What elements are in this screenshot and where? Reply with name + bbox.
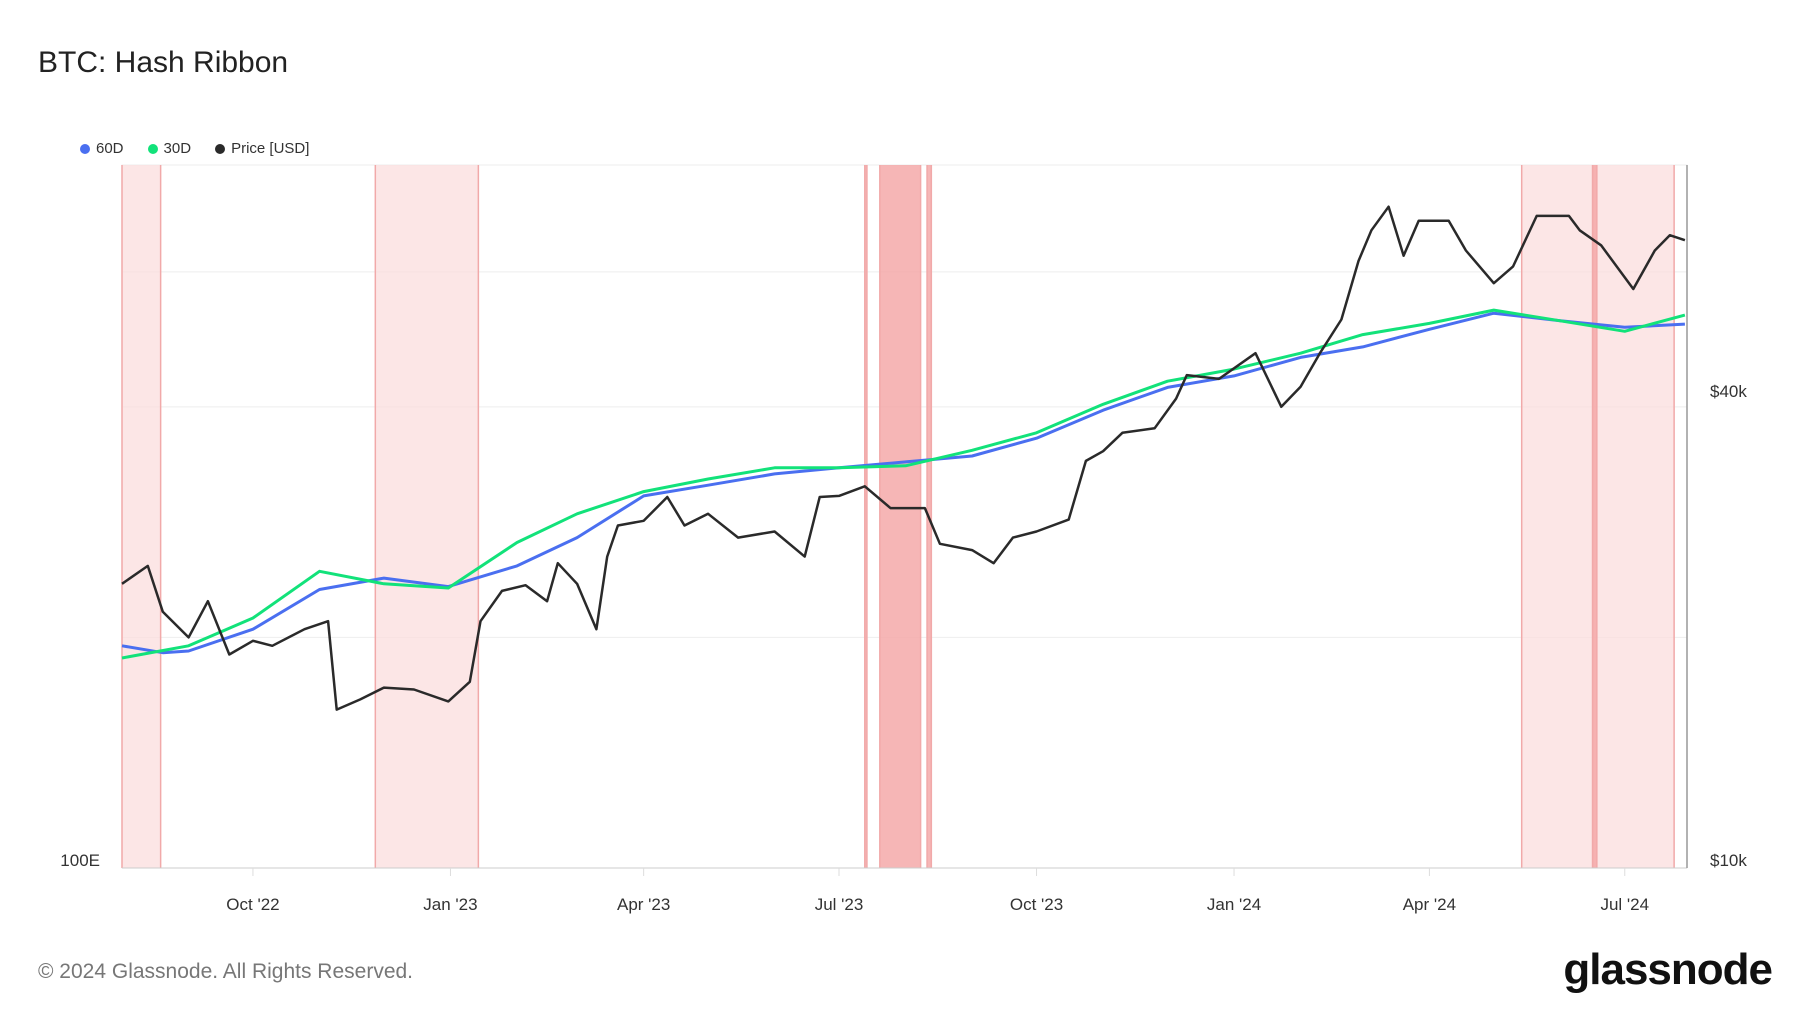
series-line-60d xyxy=(121,311,1685,655)
right-axis-tick-label: $40k xyxy=(1710,382,1747,401)
x-tick-label: Apr '24 xyxy=(1403,895,1456,914)
capitulation-band xyxy=(1521,165,1675,868)
legend-dot-60d xyxy=(80,143,90,154)
legend-item-price[interactable]: Price [USD] xyxy=(215,140,309,157)
x-tick-label: Apr '23 xyxy=(617,895,670,914)
legend-item-60d[interactable]: 60D xyxy=(80,140,124,157)
capitulation-band xyxy=(879,165,921,868)
legend-label-30d: 30D xyxy=(163,140,192,157)
capitulation-band xyxy=(864,165,867,868)
glassnode-logo: glassnode xyxy=(1563,945,1773,994)
legend-label-price: Price [USD] xyxy=(231,140,310,157)
legend-label-60d: 60D xyxy=(96,140,124,157)
legend-dot-30d xyxy=(147,143,158,154)
legend-dot-price xyxy=(215,143,226,154)
x-tick-label: Jan '23 xyxy=(423,895,477,914)
capitulation-band xyxy=(1592,165,1597,868)
x-tick-label: Oct '22 xyxy=(226,895,279,914)
series-line-30d xyxy=(121,308,1686,660)
capitulation-band xyxy=(375,165,479,868)
left-axis-tick-label: 100E xyxy=(60,851,100,870)
x-tick-label: Jul '24 xyxy=(1600,895,1649,914)
x-tick-label: Jan '24 xyxy=(1207,895,1261,914)
chart-title: BTC: Hash Ribbon xyxy=(38,46,289,79)
right-axis-tick-label: $10k xyxy=(1710,851,1747,870)
copyright-footer: © 2024 Glassnode. All Rights Reserved. xyxy=(38,960,414,983)
x-tick-label: Jul '23 xyxy=(815,895,864,914)
legend-item-30d[interactable]: 30D xyxy=(147,140,192,157)
x-tick-label: Oct '23 xyxy=(1010,895,1063,914)
legend: 60D 30D Price [USD] xyxy=(80,140,309,157)
capitulation-band xyxy=(122,165,161,868)
series-line-price-usd xyxy=(121,205,1686,711)
